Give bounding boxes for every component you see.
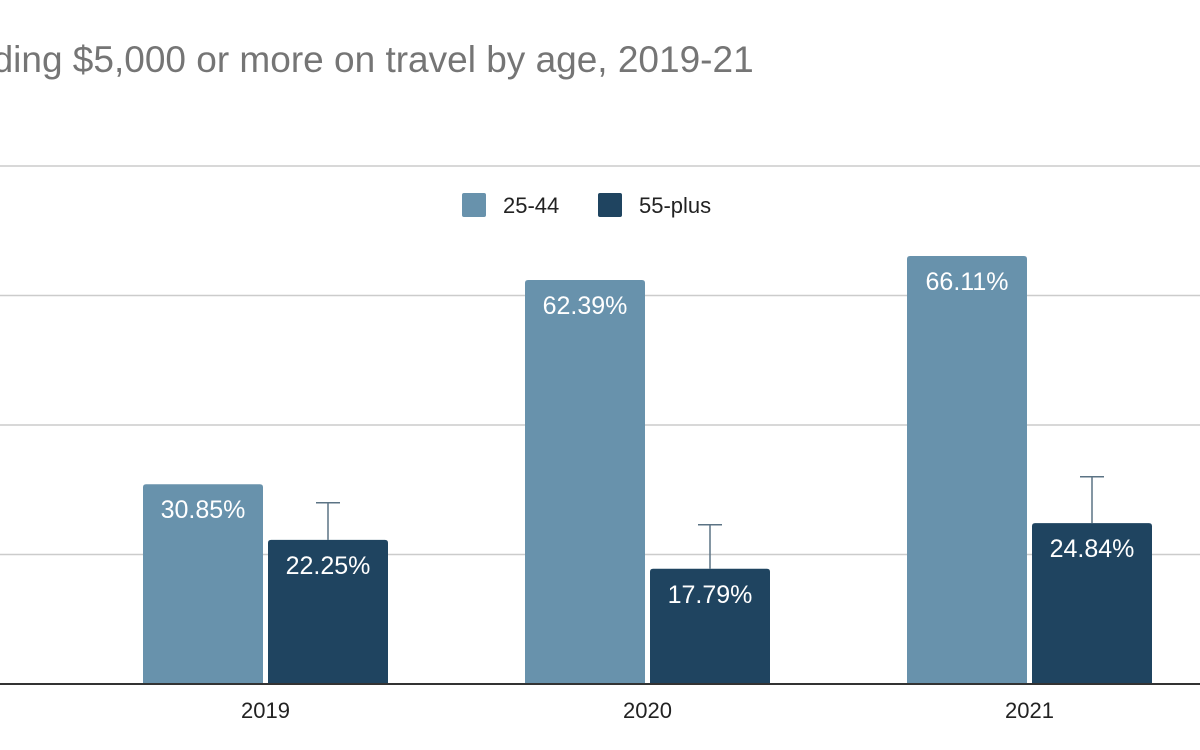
bar-55-plus-2020 — [650, 568, 770, 684]
data-label: 62.39% — [543, 292, 628, 320]
chart-title: nding $5,000 or more on travel by age, 2… — [0, 39, 754, 80]
legend-label: 25-44 — [503, 193, 559, 218]
legend: 25-44 55-plus — [462, 193, 711, 218]
x-axis: 2019 2020 2021 — [0, 683, 1200, 723]
data-labels: 30.85% 62.39% 66.11% 22.25% 17.79% 24.84% — [161, 268, 1135, 609]
bars — [143, 255, 1152, 684]
bar-55-plus-2021 — [1032, 523, 1152, 684]
x-tick-label: 2020 — [623, 698, 672, 723]
bar-55-plus-2019 — [268, 539, 388, 684]
data-label: 17.79% — [668, 581, 753, 609]
bar-25-44-2019 — [143, 484, 263, 684]
error-bars — [316, 476, 1104, 569]
legend-swatch — [462, 193, 486, 217]
bar-25-44-2021 — [907, 255, 1027, 684]
legend-swatch — [598, 193, 622, 217]
legend-item: 25-44 — [462, 193, 559, 218]
data-label: 22.25% — [286, 552, 371, 580]
data-label: 24.84% — [1050, 535, 1135, 563]
x-tick-label: 2019 — [241, 698, 290, 723]
bar-25-44-2020 — [525, 280, 645, 684]
legend-label: 55-plus — [639, 193, 711, 218]
legend-item: 55-plus — [598, 193, 711, 218]
x-tick-label: 2021 — [1005, 698, 1054, 723]
data-label: 30.85% — [161, 496, 246, 524]
data-label: 66.11% — [926, 268, 1009, 296]
